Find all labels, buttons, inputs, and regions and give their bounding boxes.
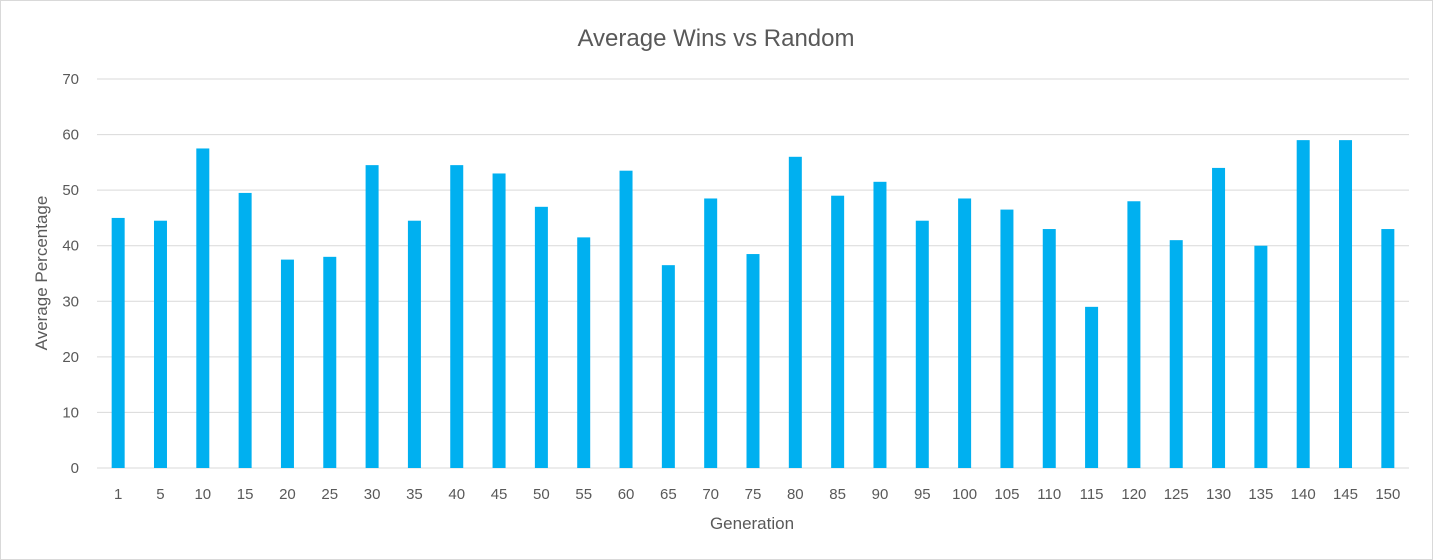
chart-title: Average Wins vs Random xyxy=(577,25,854,52)
x-axis-title: Generation xyxy=(710,514,794,533)
x-tick-label: 70 xyxy=(702,486,719,503)
bar-80 xyxy=(788,156,802,469)
bar-110 xyxy=(1042,229,1056,468)
x-tick-label: 5 xyxy=(156,486,164,503)
x-tick-label: 25 xyxy=(321,486,338,503)
x-tick-label: 40 xyxy=(448,486,465,503)
x-tick-label: 30 xyxy=(364,486,381,503)
y-tick-label: 50 xyxy=(62,182,79,199)
x-tick-label: 140 xyxy=(1291,486,1316,503)
x-tick-label: 15 xyxy=(237,486,254,503)
x-tick-label: 65 xyxy=(660,486,677,503)
x-tick-label: 115 xyxy=(1080,486,1104,503)
bar-130 xyxy=(1212,167,1226,468)
bar-40 xyxy=(450,165,464,468)
y-tick-label: 0 xyxy=(71,460,79,477)
x-tick-label: 55 xyxy=(575,486,592,503)
bar-145 xyxy=(1339,140,1353,468)
bar-100 xyxy=(958,198,972,468)
x-tick-label: 105 xyxy=(994,486,1019,503)
x-tick-label: 100 xyxy=(952,486,977,503)
y-axis-title: Average Percentage xyxy=(32,196,51,351)
bar-45 xyxy=(492,173,506,468)
bar-5 xyxy=(153,220,167,468)
x-tick-label: 125 xyxy=(1164,486,1189,503)
bar-55 xyxy=(577,237,591,468)
bar-85 xyxy=(831,195,845,468)
y-tick-label: 20 xyxy=(62,349,79,366)
bar-75 xyxy=(746,254,760,468)
x-tick-label: 110 xyxy=(1037,486,1061,503)
bar-30 xyxy=(365,165,379,468)
y-tick-label: 60 xyxy=(62,127,79,144)
bar-10 xyxy=(196,148,210,468)
x-tick-label: 145 xyxy=(1333,486,1358,503)
bar-90 xyxy=(873,181,887,469)
y-axis-ticks: 0 10 20 30 40 50 60 70 xyxy=(62,71,79,477)
x-tick-label: 45 xyxy=(491,486,508,503)
bar-25 xyxy=(323,256,337,468)
bar-115 xyxy=(1085,306,1099,468)
x-tick-label: 95 xyxy=(914,486,931,503)
bar-135 xyxy=(1254,245,1268,468)
x-tick-label: 135 xyxy=(1248,486,1273,503)
x-tick-label: 60 xyxy=(618,486,635,503)
bar-15 xyxy=(238,192,252,468)
bar-125 xyxy=(1169,240,1183,468)
x-tick-label: 80 xyxy=(787,486,804,503)
x-tick-label: 90 xyxy=(872,486,889,503)
y-tick-label: 40 xyxy=(62,238,79,255)
x-tick-label: 50 xyxy=(533,486,550,503)
bar-1 xyxy=(111,217,125,468)
y-tick-label: 70 xyxy=(62,71,79,88)
x-tick-label: 10 xyxy=(194,486,211,503)
bar-70 xyxy=(704,198,718,468)
x-tick-label: 120 xyxy=(1121,486,1146,503)
y-tick-label: 30 xyxy=(62,293,79,310)
bar-20 xyxy=(280,259,294,468)
bar-50 xyxy=(534,206,548,469)
x-tick-label: 20 xyxy=(279,486,296,503)
x-tick-label: 35 xyxy=(406,486,423,503)
bar-120 xyxy=(1127,201,1141,468)
bars xyxy=(111,140,1395,469)
bar-140 xyxy=(1296,140,1310,468)
x-axis-ticks: 1 5 10 15 20 25 30 35 40 45 50 55 60 65 70 75 80 85 90 95 10… xyxy=(114,486,1400,503)
y-tick-label: 10 xyxy=(62,404,79,421)
x-tick-label: 150 xyxy=(1375,486,1400,503)
bar-105 xyxy=(1000,209,1014,469)
bar-35 xyxy=(407,220,421,468)
bar-150 xyxy=(1381,229,1395,468)
bar-60 xyxy=(619,170,633,468)
bar-65 xyxy=(661,265,675,468)
x-tick-label: 75 xyxy=(745,486,762,503)
bar-95 xyxy=(915,220,929,468)
x-tick-label: 130 xyxy=(1206,486,1231,503)
x-tick-label: 85 xyxy=(829,486,846,503)
gridlines xyxy=(97,78,1409,469)
x-tick-label: 1 xyxy=(114,486,122,503)
